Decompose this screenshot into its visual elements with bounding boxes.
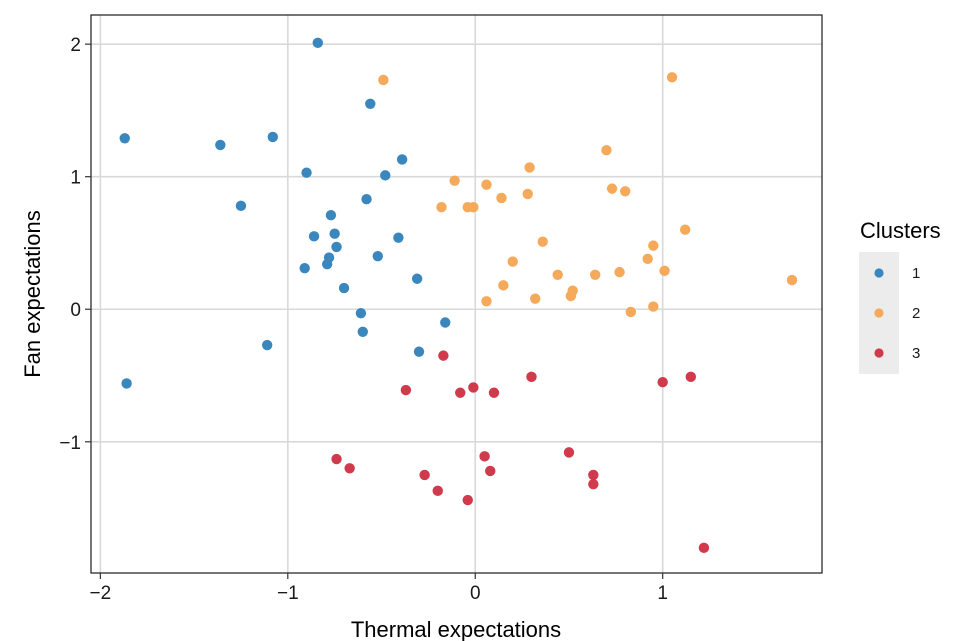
data-point-cluster-3 <box>331 453 342 465</box>
data-point-cluster-1 <box>361 194 372 205</box>
data-point-cluster-2 <box>659 265 670 277</box>
legend-key-cluster-3 <box>874 348 884 358</box>
data-point-cluster-3 <box>432 485 443 497</box>
data-point-cluster-2 <box>468 201 479 213</box>
x-tick-label: −2 <box>90 583 112 604</box>
x-tick-label: −1 <box>277 583 299 604</box>
y-axis-title: Fan expectations <box>20 210 45 378</box>
data-point-cluster-3 <box>698 542 710 554</box>
data-point-cluster-2 <box>481 179 492 190</box>
data-point-cluster-1 <box>396 154 408 165</box>
data-point-cluster-1 <box>331 241 342 253</box>
x-tick-label: 1 <box>657 583 668 604</box>
data-points <box>119 37 798 554</box>
data-point-cluster-2 <box>537 236 548 247</box>
data-point-cluster-1 <box>321 258 333 270</box>
data-point-cluster-2 <box>648 240 659 251</box>
data-point-cluster-2 <box>524 162 535 173</box>
data-point-cluster-1 <box>355 308 367 319</box>
data-point-cluster-2 <box>496 192 507 204</box>
data-point-cluster-2 <box>378 74 389 86</box>
data-point-cluster-2 <box>565 290 577 302</box>
data-point-cluster-3 <box>563 447 575 458</box>
data-point-cluster-1 <box>440 317 451 328</box>
data-point-cluster-1 <box>413 346 425 357</box>
data-point-cluster-1 <box>411 273 423 284</box>
data-point-cluster-1 <box>329 228 340 239</box>
data-point-cluster-1 <box>299 262 310 274</box>
data-point-cluster-1 <box>215 139 226 151</box>
data-point-cluster-3 <box>455 387 466 398</box>
data-point-cluster-2 <box>666 72 678 83</box>
data-point-cluster-1 <box>365 98 376 110</box>
x-tick-label: 0 <box>470 583 481 604</box>
y-tick-label: 1 <box>70 168 81 189</box>
data-point-cluster-2 <box>642 253 653 265</box>
data-point-cluster-2 <box>614 266 625 278</box>
data-point-cluster-1 <box>312 37 323 49</box>
data-point-cluster-1 <box>308 231 320 242</box>
data-point-cluster-1 <box>380 170 391 181</box>
legend-label-cluster-2: 2 <box>912 305 920 322</box>
legend-items: 1 2 3 <box>874 265 920 362</box>
plot-panel-border <box>90 14 823 574</box>
data-point-cluster-3 <box>488 387 500 398</box>
data-point-cluster-3 <box>485 465 496 477</box>
axis-tick-labels: −2 −1 0 1 −1 0 1 2 <box>59 35 668 604</box>
data-point-cluster-3 <box>468 382 479 393</box>
legend-key-cluster-1 <box>874 268 884 278</box>
data-point-cluster-1 <box>357 326 368 337</box>
data-point-cluster-2 <box>498 280 509 291</box>
data-point-cluster-3 <box>400 384 412 396</box>
data-point-cluster-1 <box>372 251 383 262</box>
data-point-cluster-1 <box>235 200 247 212</box>
data-point-cluster-3 <box>419 469 430 481</box>
data-point-cluster-3 <box>479 451 490 462</box>
data-point-cluster-3 <box>588 469 599 481</box>
legend-label-cluster-3: 3 <box>912 345 920 362</box>
axis-ticks <box>85 43 664 579</box>
plot-panel-background <box>91 15 822 573</box>
x-axis-title: Thermal expectations <box>351 617 561 641</box>
data-point-cluster-1 <box>301 167 312 178</box>
data-point-cluster-2 <box>522 188 533 200</box>
data-point-cluster-2 <box>679 224 691 235</box>
data-point-cluster-3 <box>438 350 449 361</box>
data-point-cluster-3 <box>588 478 599 490</box>
data-point-cluster-3 <box>344 463 355 474</box>
data-point-cluster-1 <box>325 209 337 221</box>
data-point-cluster-3 <box>685 371 696 383</box>
data-point-cluster-2 <box>481 296 492 307</box>
data-point-cluster-3 <box>526 371 537 383</box>
data-point-cluster-2 <box>552 269 563 280</box>
data-point-cluster-2 <box>507 256 518 267</box>
y-tick-label: −1 <box>59 433 81 454</box>
data-point-cluster-2 <box>530 293 541 304</box>
data-point-cluster-3 <box>462 494 473 506</box>
legend-title: Clusters <box>860 218 941 243</box>
legend-key-cluster-2 <box>874 308 884 318</box>
data-point-cluster-1 <box>393 232 404 243</box>
y-tick-label: 2 <box>70 35 81 56</box>
data-point-cluster-2 <box>449 175 460 186</box>
data-point-cluster-1 <box>338 282 350 294</box>
data-point-cluster-1 <box>261 339 273 351</box>
legend: Clusters 1 2 3 <box>859 218 941 374</box>
data-point-cluster-2 <box>648 301 659 312</box>
data-point-cluster-2 <box>786 274 798 286</box>
data-point-cluster-2 <box>601 144 612 156</box>
data-point-cluster-1 <box>267 131 279 143</box>
data-point-cluster-2 <box>619 186 631 197</box>
legend-label-cluster-1: 1 <box>912 265 920 282</box>
data-point-cluster-3 <box>657 376 668 388</box>
data-point-cluster-2 <box>436 201 447 213</box>
y-tick-label: 0 <box>70 300 81 321</box>
data-point-cluster-2 <box>590 269 601 280</box>
data-point-cluster-2 <box>606 183 618 194</box>
data-point-cluster-1 <box>119 133 130 144</box>
data-point-cluster-2 <box>625 306 637 318</box>
data-point-cluster-1 <box>121 378 132 389</box>
